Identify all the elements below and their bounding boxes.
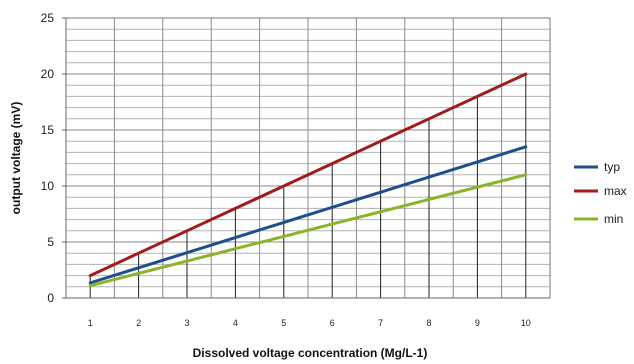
x-tick-label: 6 bbox=[330, 318, 335, 328]
series-lines bbox=[88, 72, 528, 288]
x-tick-label: 3 bbox=[184, 318, 189, 328]
y-tick-label: 25 bbox=[41, 11, 55, 25]
y-tick-label: 0 bbox=[47, 291, 54, 305]
x-axis-title: Dissolved voltage concentration (Mg/L-1) bbox=[193, 346, 428, 360]
x-tick-label: 9 bbox=[475, 318, 480, 328]
legend-label-typ: typ bbox=[604, 160, 620, 174]
x-tick-labels: 1 2 3 4 5 6 7 8 9 10 bbox=[88, 318, 531, 328]
series-line-typ bbox=[88, 145, 528, 285]
y-tick-label: 15 bbox=[41, 123, 55, 137]
grid-lines bbox=[66, 17, 550, 298]
series-line-max bbox=[88, 72, 528, 278]
x-tick-label: 8 bbox=[426, 318, 431, 328]
y-tick-labels: 0 5 10 15 20 25 bbox=[41, 11, 66, 305]
series-line-min bbox=[88, 173, 528, 288]
x-tick-label: 4 bbox=[233, 318, 238, 328]
axes bbox=[65, 17, 551, 299]
legend-label-max: max bbox=[604, 184, 627, 198]
x-tick-label: 2 bbox=[136, 318, 141, 328]
y-axis-title: output voltage (mV) bbox=[9, 102, 23, 215]
y-tick-label: 10 bbox=[41, 179, 55, 193]
x-tick-label: 7 bbox=[378, 318, 383, 328]
legend-label-min: min bbox=[604, 212, 623, 226]
legend: typ max min bbox=[574, 160, 627, 226]
x-tick-label: 10 bbox=[521, 318, 531, 328]
y-tick-label: 20 bbox=[41, 67, 55, 81]
x-tick-label: 5 bbox=[281, 318, 286, 328]
y-tick-label: 5 bbox=[47, 235, 54, 249]
x-tick-label: 1 bbox=[88, 318, 93, 328]
